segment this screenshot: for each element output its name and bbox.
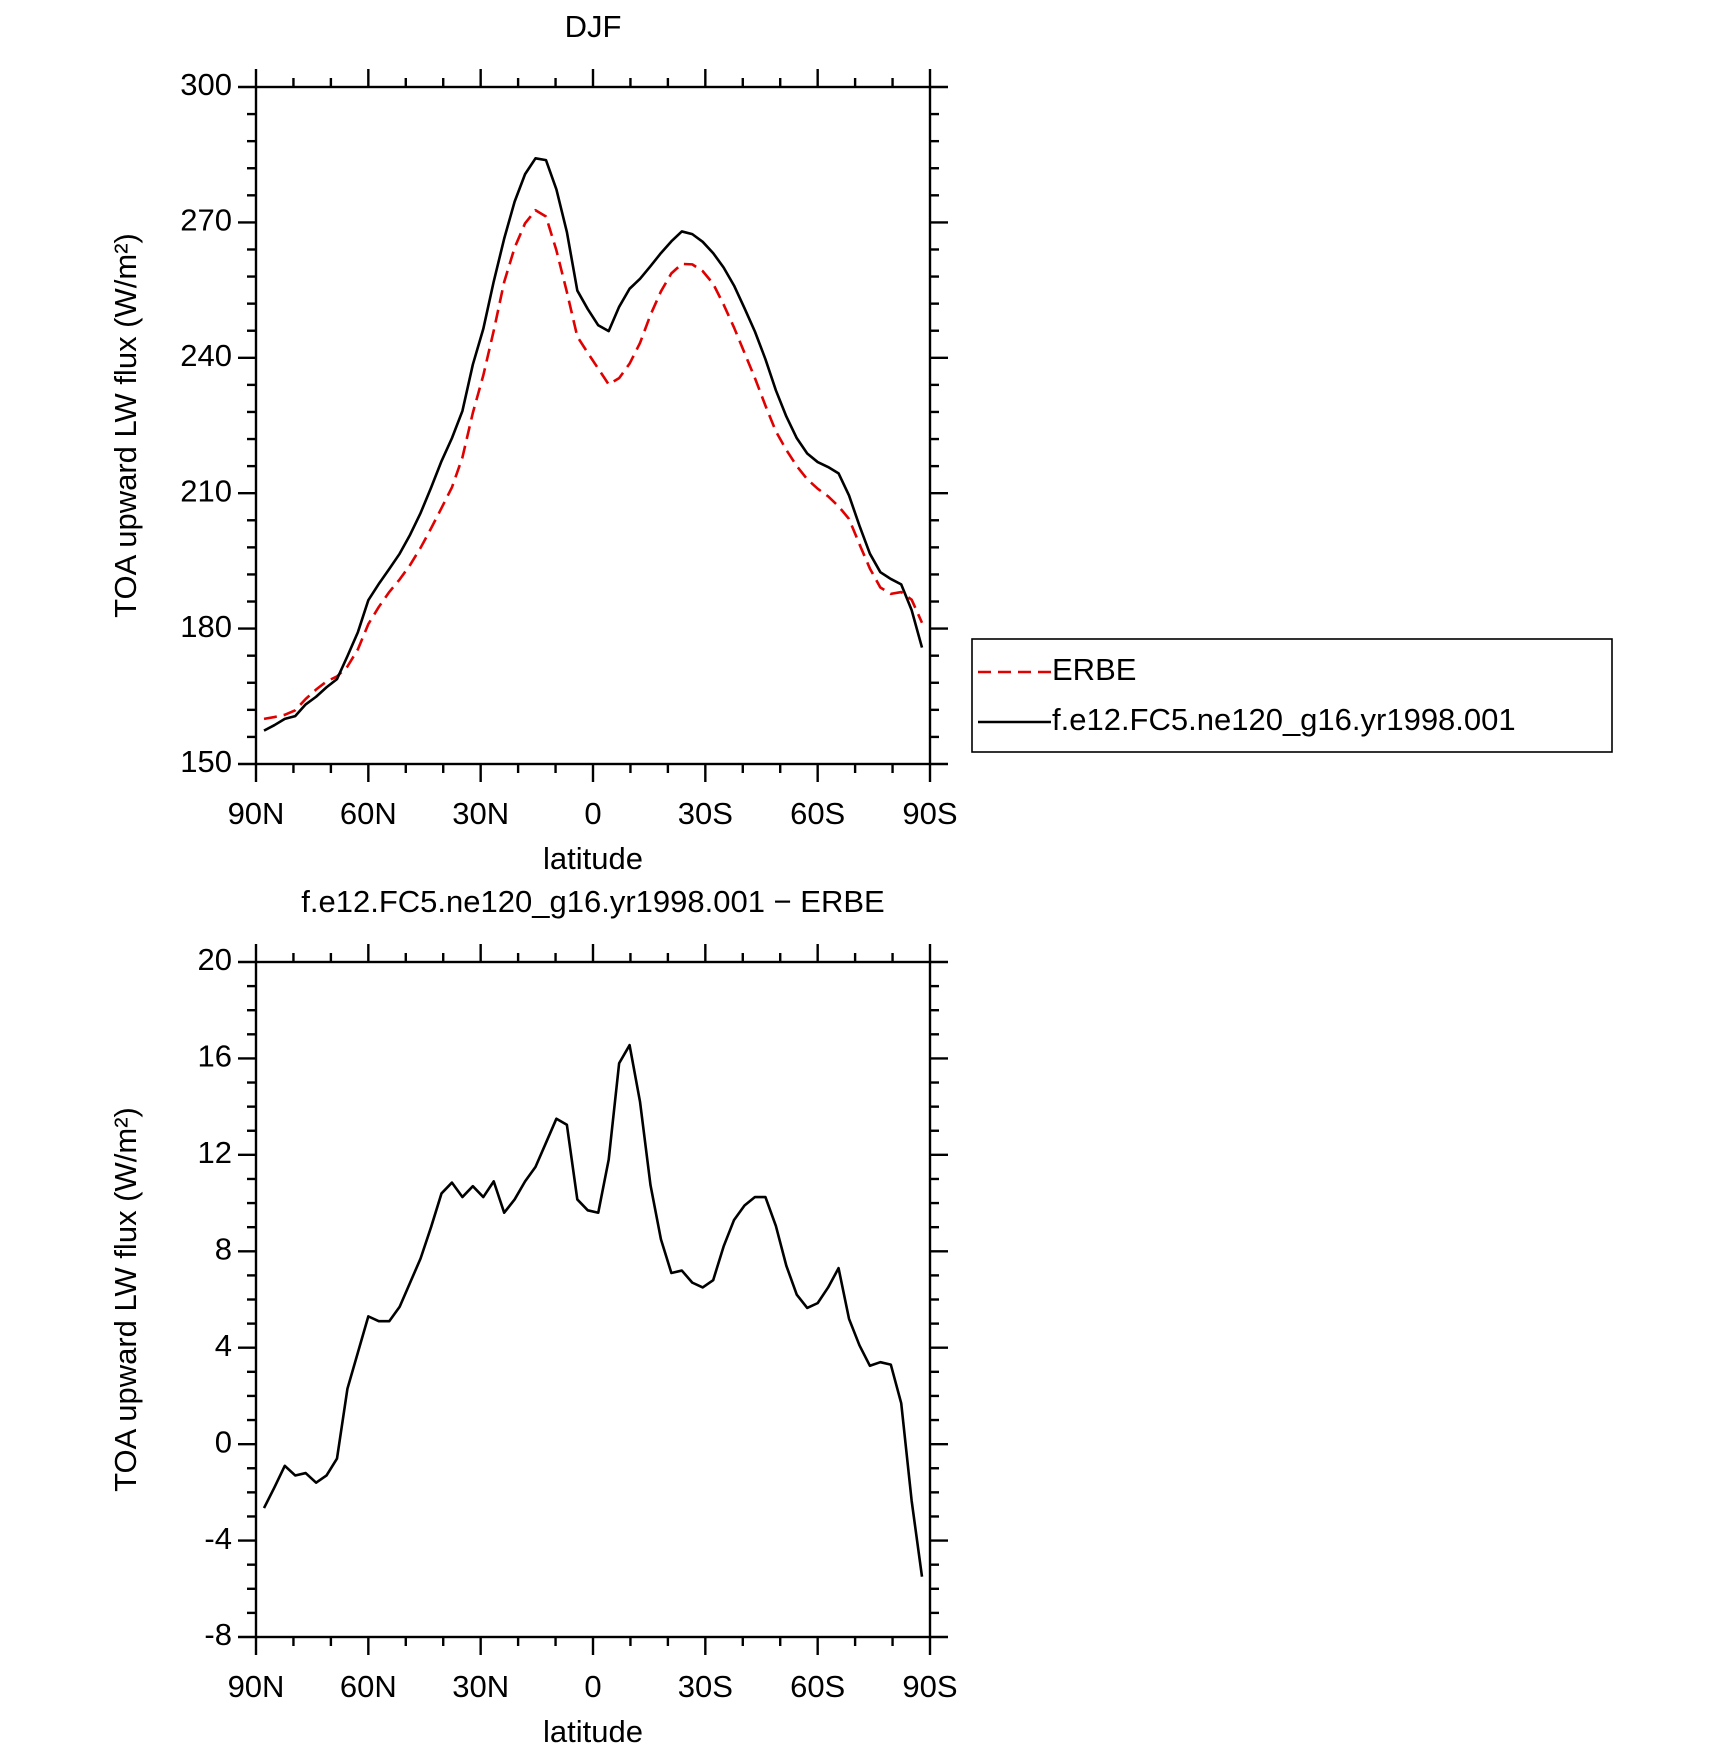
x-tick-label: 90N [228, 1669, 285, 1704]
y-tick-label: -4 [204, 1521, 232, 1556]
legend-label: f.e12.FC5.ne120_g16.yr1998.001 [1052, 702, 1516, 737]
y-tick-label: 180 [180, 609, 232, 644]
data-line [263, 208, 924, 721]
data-line [262, 1043, 924, 1577]
x-tick-label: 30S [678, 1669, 733, 1704]
x-tick-label: 60N [340, 1669, 397, 1704]
x-tick-label: 30N [452, 1669, 509, 1704]
y-tick-label: 240 [180, 338, 232, 373]
y-axis-label: TOA upward LW flux (W/m²) [108, 1107, 143, 1492]
y-tick-label: 270 [180, 203, 232, 238]
plot-frame [254, 85, 932, 766]
x-tick-label: 90S [902, 796, 957, 831]
y-tick-label: 4 [215, 1328, 232, 1363]
legend-label: ERBE [1052, 652, 1136, 687]
x-tick-label: 0 [584, 1669, 601, 1704]
x-tick-label: 30S [678, 796, 733, 831]
y-tick-label: 210 [180, 473, 232, 508]
x-tick-label: 90N [228, 796, 285, 831]
data-line [263, 157, 924, 732]
chart-title: f.e12.FC5.ne120_g16.yr1998.001 − ERBE [301, 884, 884, 919]
y-axis-label: TOA upward LW flux (W/m²) [108, 233, 143, 618]
legend-box [971, 638, 1613, 753]
y-tick-label: 0 [215, 1424, 232, 1459]
plot-frame [254, 960, 932, 1639]
chart-title: DJF [565, 9, 622, 44]
y-tick-label: 150 [180, 744, 232, 779]
x-tick-label: 60N [340, 796, 397, 831]
y-tick-label: 300 [180, 67, 232, 102]
y-tick-label: 12 [198, 1135, 232, 1170]
x-tick-label: 0 [584, 796, 601, 831]
y-tick-label: -8 [204, 1617, 232, 1652]
x-tick-label: 60S [790, 796, 845, 831]
x-axis-label: latitude [543, 841, 643, 876]
x-tick-label: 60S [790, 1669, 845, 1704]
x-tick-label: 30N [452, 796, 509, 831]
y-tick-label: 16 [198, 1039, 232, 1074]
y-tick-label: 8 [215, 1231, 232, 1266]
x-tick-label: 90S [902, 1669, 957, 1704]
y-tick-label: 20 [198, 942, 232, 977]
x-axis-label: latitude [543, 1714, 643, 1745]
